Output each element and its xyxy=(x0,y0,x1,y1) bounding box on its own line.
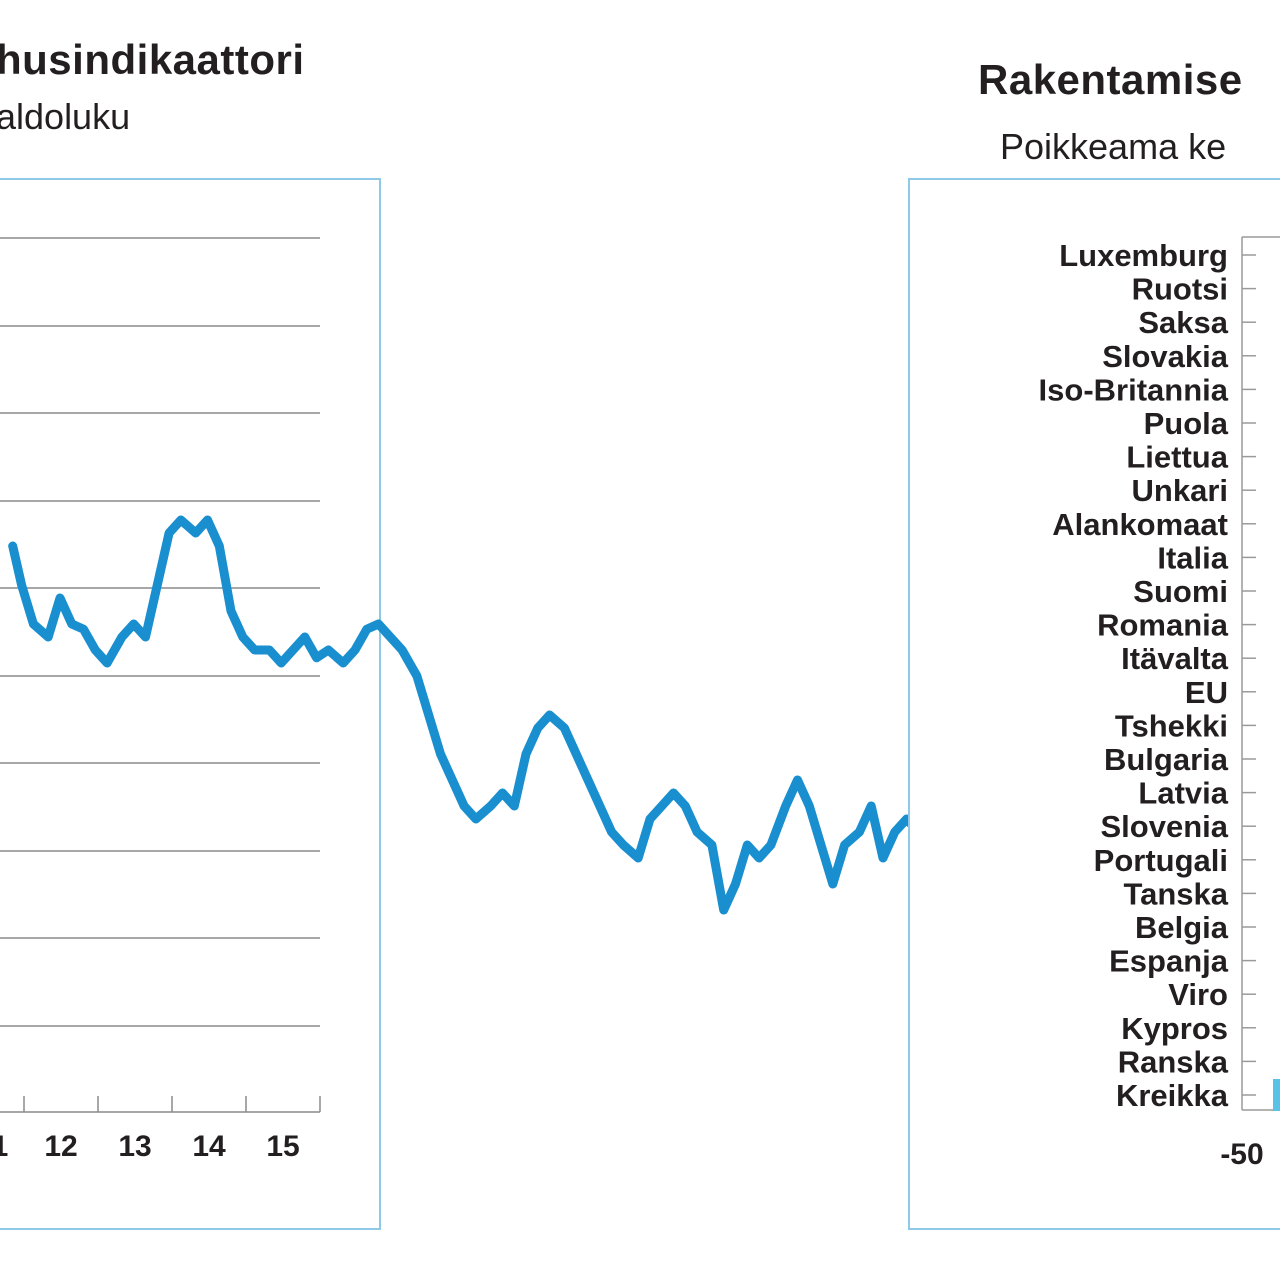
category-label: Viro xyxy=(1168,977,1228,1012)
x-tick-label: -50 xyxy=(1220,1138,1263,1171)
left-chart-subtitle: aldoluku xyxy=(0,96,131,137)
category-label: Ruotsi xyxy=(1132,272,1228,307)
right-chart-subtitle: Poikkeama ke xyxy=(1000,126,1227,167)
category-label: Romania xyxy=(1097,608,1229,643)
left-chart-title: husindikaattori xyxy=(0,36,305,83)
left-chart-panel: 1 12 13 14 15 xyxy=(0,178,1183,1230)
category-label: Tanska xyxy=(1123,876,1228,911)
category-label: Kreikka xyxy=(1116,1078,1229,1113)
right-chart-title: Rakentamise xyxy=(978,56,1243,103)
right-bar-chart: LuxemburgRuotsiSaksaSlovakiaIso-Britanni… xyxy=(1039,236,1280,1171)
category-label: Slovakia xyxy=(1102,339,1229,374)
category-label: Bulgaria xyxy=(1104,742,1229,777)
category-label: Slovenia xyxy=(1101,809,1229,844)
category-label: Tshekki xyxy=(1115,708,1228,743)
left-line-chart: 1 12 13 14 15 xyxy=(0,237,1183,1163)
x-tick-label: 15 xyxy=(266,1130,299,1163)
category-label: Puola xyxy=(1144,406,1229,441)
bar xyxy=(1273,1079,1280,1111)
category-label: Espanja xyxy=(1109,944,1229,979)
x-tick-label: 1 xyxy=(0,1130,8,1163)
category-label: Saksa xyxy=(1138,305,1228,340)
x-tick-label: 13 xyxy=(118,1130,151,1163)
x-tick-label: 12 xyxy=(44,1130,77,1163)
category-label: Portugali xyxy=(1094,843,1228,878)
category-label: Belgia xyxy=(1135,910,1229,945)
x-tick-label: 14 xyxy=(192,1130,226,1163)
category-label: Luxemburg xyxy=(1059,238,1228,273)
category-label: Iso-Britannia xyxy=(1039,372,1229,407)
category-label: Kypros xyxy=(1121,1011,1228,1046)
category-label: Suomi xyxy=(1133,574,1228,609)
category-label: Liettua xyxy=(1126,440,1228,475)
category-label: Latvia xyxy=(1138,776,1228,811)
category-label: Itävalta xyxy=(1121,641,1229,676)
category-label: Unkari xyxy=(1132,473,1228,508)
category-label: Ranska xyxy=(1118,1044,1229,1079)
category-label: EU xyxy=(1185,675,1228,710)
category-label: Alankomaat xyxy=(1052,507,1228,542)
category-label: Italia xyxy=(1157,540,1228,575)
right-chart-panel: Luxemburg Ruotsi Saksa Slovakia Iso-Britanni… xyxy=(908,178,1280,1230)
